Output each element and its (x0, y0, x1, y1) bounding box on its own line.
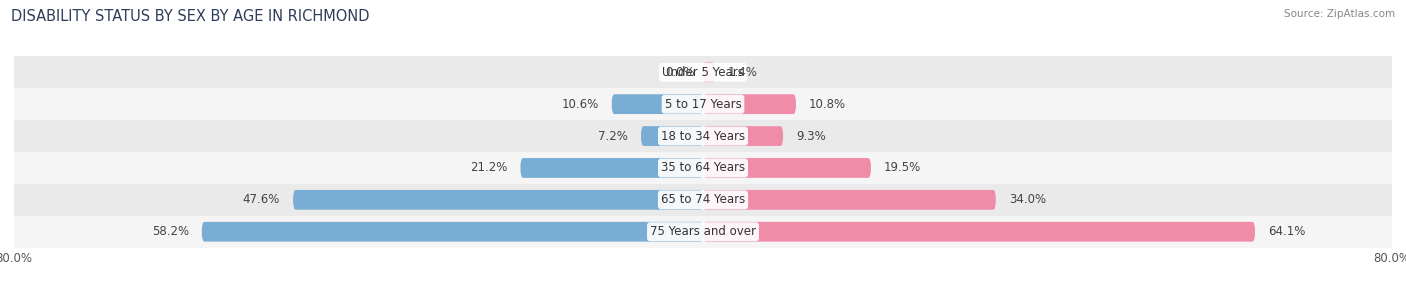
Text: Under 5 Years: Under 5 Years (662, 66, 744, 79)
Text: 58.2%: 58.2% (152, 225, 188, 238)
FancyBboxPatch shape (703, 222, 1256, 242)
FancyBboxPatch shape (703, 62, 716, 82)
Bar (14, 184, 1392, 216)
Bar (14, 88, 1392, 120)
FancyBboxPatch shape (641, 126, 703, 146)
FancyBboxPatch shape (520, 158, 703, 178)
Text: 35 to 64 Years: 35 to 64 Years (661, 161, 745, 174)
Text: 7.2%: 7.2% (598, 130, 628, 143)
FancyBboxPatch shape (202, 222, 703, 242)
FancyBboxPatch shape (612, 94, 703, 114)
Bar (14, 56, 1392, 88)
Text: 65 to 74 Years: 65 to 74 Years (661, 193, 745, 206)
Bar (14, 216, 1392, 248)
Text: 19.5%: 19.5% (884, 161, 921, 174)
Bar (14, 152, 1392, 184)
Text: Source: ZipAtlas.com: Source: ZipAtlas.com (1284, 9, 1395, 19)
Text: 21.2%: 21.2% (470, 161, 508, 174)
Text: DISABILITY STATUS BY SEX BY AGE IN RICHMOND: DISABILITY STATUS BY SEX BY AGE IN RICHM… (11, 9, 370, 24)
FancyBboxPatch shape (703, 190, 995, 210)
FancyBboxPatch shape (703, 158, 870, 178)
FancyBboxPatch shape (703, 94, 796, 114)
Text: 10.6%: 10.6% (561, 98, 599, 111)
Text: 9.3%: 9.3% (796, 130, 825, 143)
Bar (14, 120, 1392, 152)
Text: 47.6%: 47.6% (243, 193, 280, 206)
Text: 1.4%: 1.4% (728, 66, 758, 79)
Text: 75 Years and over: 75 Years and over (650, 225, 756, 238)
Text: 18 to 34 Years: 18 to 34 Years (661, 130, 745, 143)
Text: 64.1%: 64.1% (1268, 225, 1305, 238)
Text: 0.0%: 0.0% (665, 66, 695, 79)
FancyBboxPatch shape (292, 190, 703, 210)
FancyBboxPatch shape (703, 126, 783, 146)
Text: 34.0%: 34.0% (1008, 193, 1046, 206)
Text: 5 to 17 Years: 5 to 17 Years (665, 98, 741, 111)
Text: 10.8%: 10.8% (808, 98, 846, 111)
